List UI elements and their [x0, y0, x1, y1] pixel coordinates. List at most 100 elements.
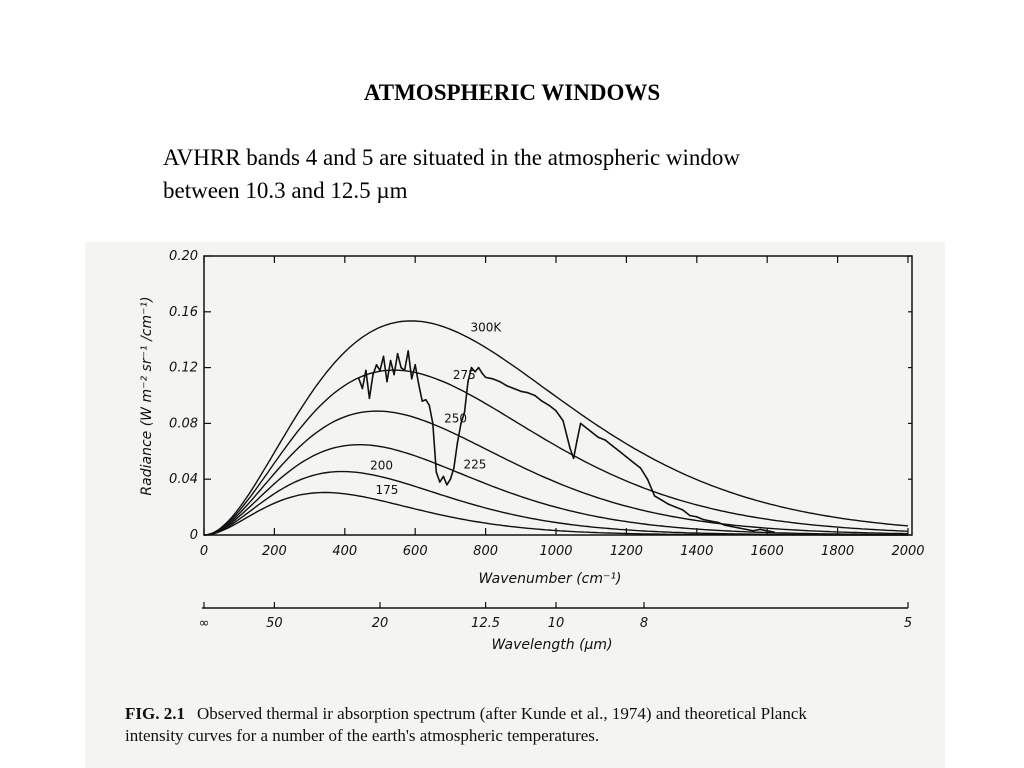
observed-point [477, 366, 480, 369]
observed-point [453, 467, 455, 469]
caption-line-2: intensity curves for a number of the ear… [125, 726, 600, 745]
wavelength-tick-label-8: 8 [640, 616, 648, 631]
y-tick-label-0.04: 0.04 [169, 472, 198, 487]
observed-point [639, 467, 642, 469]
observed-point [484, 376, 487, 379]
x-axis-title: Wavenumber (cm⁻¹) [479, 571, 622, 587]
y-tick-label-0.16: 0.16 [169, 305, 198, 320]
observed-point [382, 355, 385, 358]
observed-point [572, 457, 575, 460]
observed-point [358, 378, 360, 380]
x-tick-label-1600: 1600 [751, 544, 784, 559]
observed-point [379, 369, 381, 372]
slide-body: AVHRR bands 4 and 5 are situated in the … [163, 141, 903, 207]
observed-point [365, 369, 367, 372]
observed-point [375, 364, 378, 366]
observed-point [583, 425, 585, 427]
observed-point [674, 506, 677, 508]
x-tick-label-800: 800 [473, 544, 498, 559]
observed-point [562, 419, 564, 422]
observed-point [435, 471, 438, 473]
observed-point [505, 384, 508, 387]
y-axis-ticks: 0 0.04 0.08 0.12 0.16 0.20 [169, 249, 912, 543]
observed-point [541, 400, 543, 402]
observed-point [460, 422, 462, 425]
wavelength-axis-title: Wavelength (µm) [491, 637, 612, 653]
observed-point [745, 528, 747, 531]
observed-point [766, 530, 768, 532]
observed-point [513, 387, 515, 390]
observed-point [498, 380, 501, 383]
observed-point [590, 431, 592, 433]
x-tick-label-1200: 1200 [610, 544, 643, 559]
observed-point [579, 422, 582, 425]
observed-point [689, 514, 691, 517]
y-tick-label-0.08: 0.08 [169, 416, 198, 431]
observed-point [410, 378, 413, 380]
observed-point [421, 400, 424, 402]
observed-point [403, 369, 406, 372]
y-tick-label-0.12: 0.12 [169, 361, 198, 376]
observed-point [389, 359, 392, 362]
wavelength-tick-label-10: 10 [548, 616, 565, 631]
observed-point [555, 410, 557, 412]
observed-point [456, 442, 459, 444]
observed-point [534, 394, 536, 397]
observed-point [396, 352, 399, 355]
observed-point [446, 484, 448, 486]
observed-point [428, 404, 431, 407]
caption-line-1: Observed thermal ir absorption spectrum … [196, 704, 807, 723]
observed-point [400, 366, 402, 369]
observed-point [470, 366, 473, 369]
planck-curve-label-275: 275 [453, 368, 476, 382]
observed-point [710, 520, 712, 522]
observed-point [696, 516, 698, 518]
observed-point [372, 373, 374, 376]
y-tick-label-0: 0 [190, 528, 198, 543]
wavelength-tick-label-20: 20 [372, 616, 389, 631]
slide-title: ATMOSPHERIC WINDOWS [363, 80, 661, 105]
observed-point [417, 383, 420, 386]
observed-point [449, 478, 452, 480]
x-tick-label-600: 600 [403, 544, 428, 559]
wavelength-axis: ∞ 50 20 12.5 10 8 5 [199, 602, 912, 631]
observed-point [439, 481, 441, 483]
observed-point [548, 404, 550, 407]
slide-body-line-1: AVHRR bands 4 and 5 are situated in the … [163, 145, 741, 170]
observed-point [481, 372, 483, 374]
plot-frame [203, 255, 913, 536]
observed-point [625, 456, 628, 458]
planck-curve-label-175: 175 [375, 483, 398, 497]
x-tick-label-0: 0 [200, 544, 208, 559]
observed-point [491, 378, 494, 380]
observed-point [681, 509, 684, 511]
observed-point [474, 371, 476, 373]
observed-point [407, 350, 410, 352]
observed-point [752, 530, 754, 532]
planck-curve-175 [203, 491, 908, 536]
planck-curve-label-300K: 300K [470, 321, 502, 335]
observed-point [646, 478, 649, 480]
observed-point [660, 499, 663, 501]
observed-point [368, 397, 371, 400]
observed-point [618, 450, 621, 453]
observed-point [393, 373, 395, 376]
observed-point [717, 521, 719, 524]
y-tick-label-0.20: 0.20 [169, 249, 198, 264]
wavelength-tick-label-5: 5 [904, 616, 912, 631]
caption-label: FIG. 2.1 [125, 704, 185, 723]
observed-point [467, 380, 469, 383]
observed-point [724, 524, 726, 526]
planck-curve-275 [203, 369, 909, 536]
observed-point [738, 527, 740, 529]
observed-spectrum [358, 350, 775, 533]
observed-point [569, 447, 571, 450]
observed-point [632, 461, 635, 464]
x-tick-label-2000: 2000 [891, 544, 924, 559]
planck-curve-300K [203, 320, 909, 536]
x-tick-label-400: 400 [332, 544, 357, 559]
observed-spectrum-group [358, 350, 775, 533]
observed-point [425, 398, 427, 401]
observed-point [597, 436, 599, 439]
